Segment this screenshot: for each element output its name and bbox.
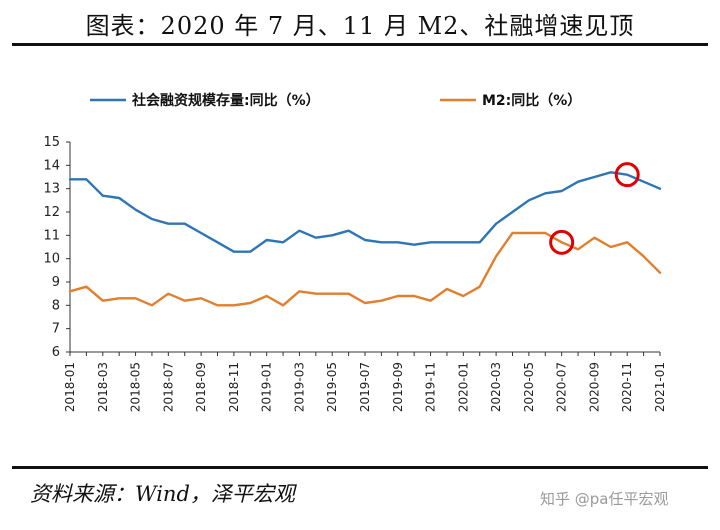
y-tick-label: 11 (43, 228, 60, 243)
x-tick-label: 2021-01 (653, 362, 667, 412)
y-tick-label: 12 (43, 205, 60, 220)
series-group (68, 171, 662, 307)
y-tick-label: 15 (43, 135, 60, 150)
y-tick-label: 9 (52, 275, 60, 290)
x-tick-label: 2018-11 (227, 362, 241, 412)
y-tick-label: 10 (43, 252, 60, 267)
x-tick-label: 2019-03 (292, 362, 306, 412)
y-tick-label: 7 (52, 322, 60, 337)
y-tick-label: 13 (43, 182, 60, 197)
legend-label: 社会融资规模存量:同比（%） (131, 92, 320, 109)
highlight-circle (549, 229, 575, 255)
y-tick-label: 8 (52, 298, 60, 313)
footer-divider (12, 466, 708, 469)
x-tick-label: 2018-03 (96, 362, 110, 412)
x-tick-label: 2020-01 (456, 362, 470, 412)
x-tick-label: 2020-07 (555, 362, 569, 412)
x-tick-label: 2019-01 (260, 362, 274, 412)
x-tick-label: 2020-05 (522, 362, 536, 412)
watermark: 知乎 @pa任平宏观 (540, 490, 669, 508)
line-chart: 社会融资规模存量:同比（%） M2:同比（%） 6 7 8 9 10 11 12 13 14 15 2… (43, 92, 667, 412)
x-tick-label: 2018-05 (129, 362, 143, 412)
x-tick-label: 2020-11 (620, 362, 634, 412)
source-note: 资料来源：Wind，泽平宏观 (30, 482, 295, 506)
x-tick-label: 2019-07 (358, 362, 372, 412)
highlight-circle (614, 162, 640, 188)
x-tick-label: 2020-03 (489, 362, 503, 412)
legend: 社会融资规模存量:同比（%） M2:同比（%） (90, 92, 581, 109)
title-divider (12, 43, 708, 46)
page-title: 图表：2020 年 7 月、11 月 M2、社融增速见顶 (85, 12, 635, 40)
legend-label: M2:同比（%） (482, 92, 581, 109)
x-tick-label: 2018-09 (194, 362, 208, 412)
x-tick-label: 2019-09 (391, 362, 405, 412)
x-tick-label: 2019-05 (325, 362, 339, 412)
x-tick-label: 2018-07 (161, 362, 175, 412)
x-tick-label: 2020-09 (587, 362, 601, 412)
annotation-group (549, 162, 640, 255)
axis-group: 6 7 8 9 10 11 12 13 14 15 2018-01 2018-03 2018-05 201… (43, 135, 667, 412)
x-tick-label: 2018-01 (63, 362, 77, 412)
x-tick-label: 2019-11 (424, 362, 438, 412)
y-tick-label: 6 (52, 345, 60, 360)
y-tick-label: 14 (43, 158, 60, 173)
